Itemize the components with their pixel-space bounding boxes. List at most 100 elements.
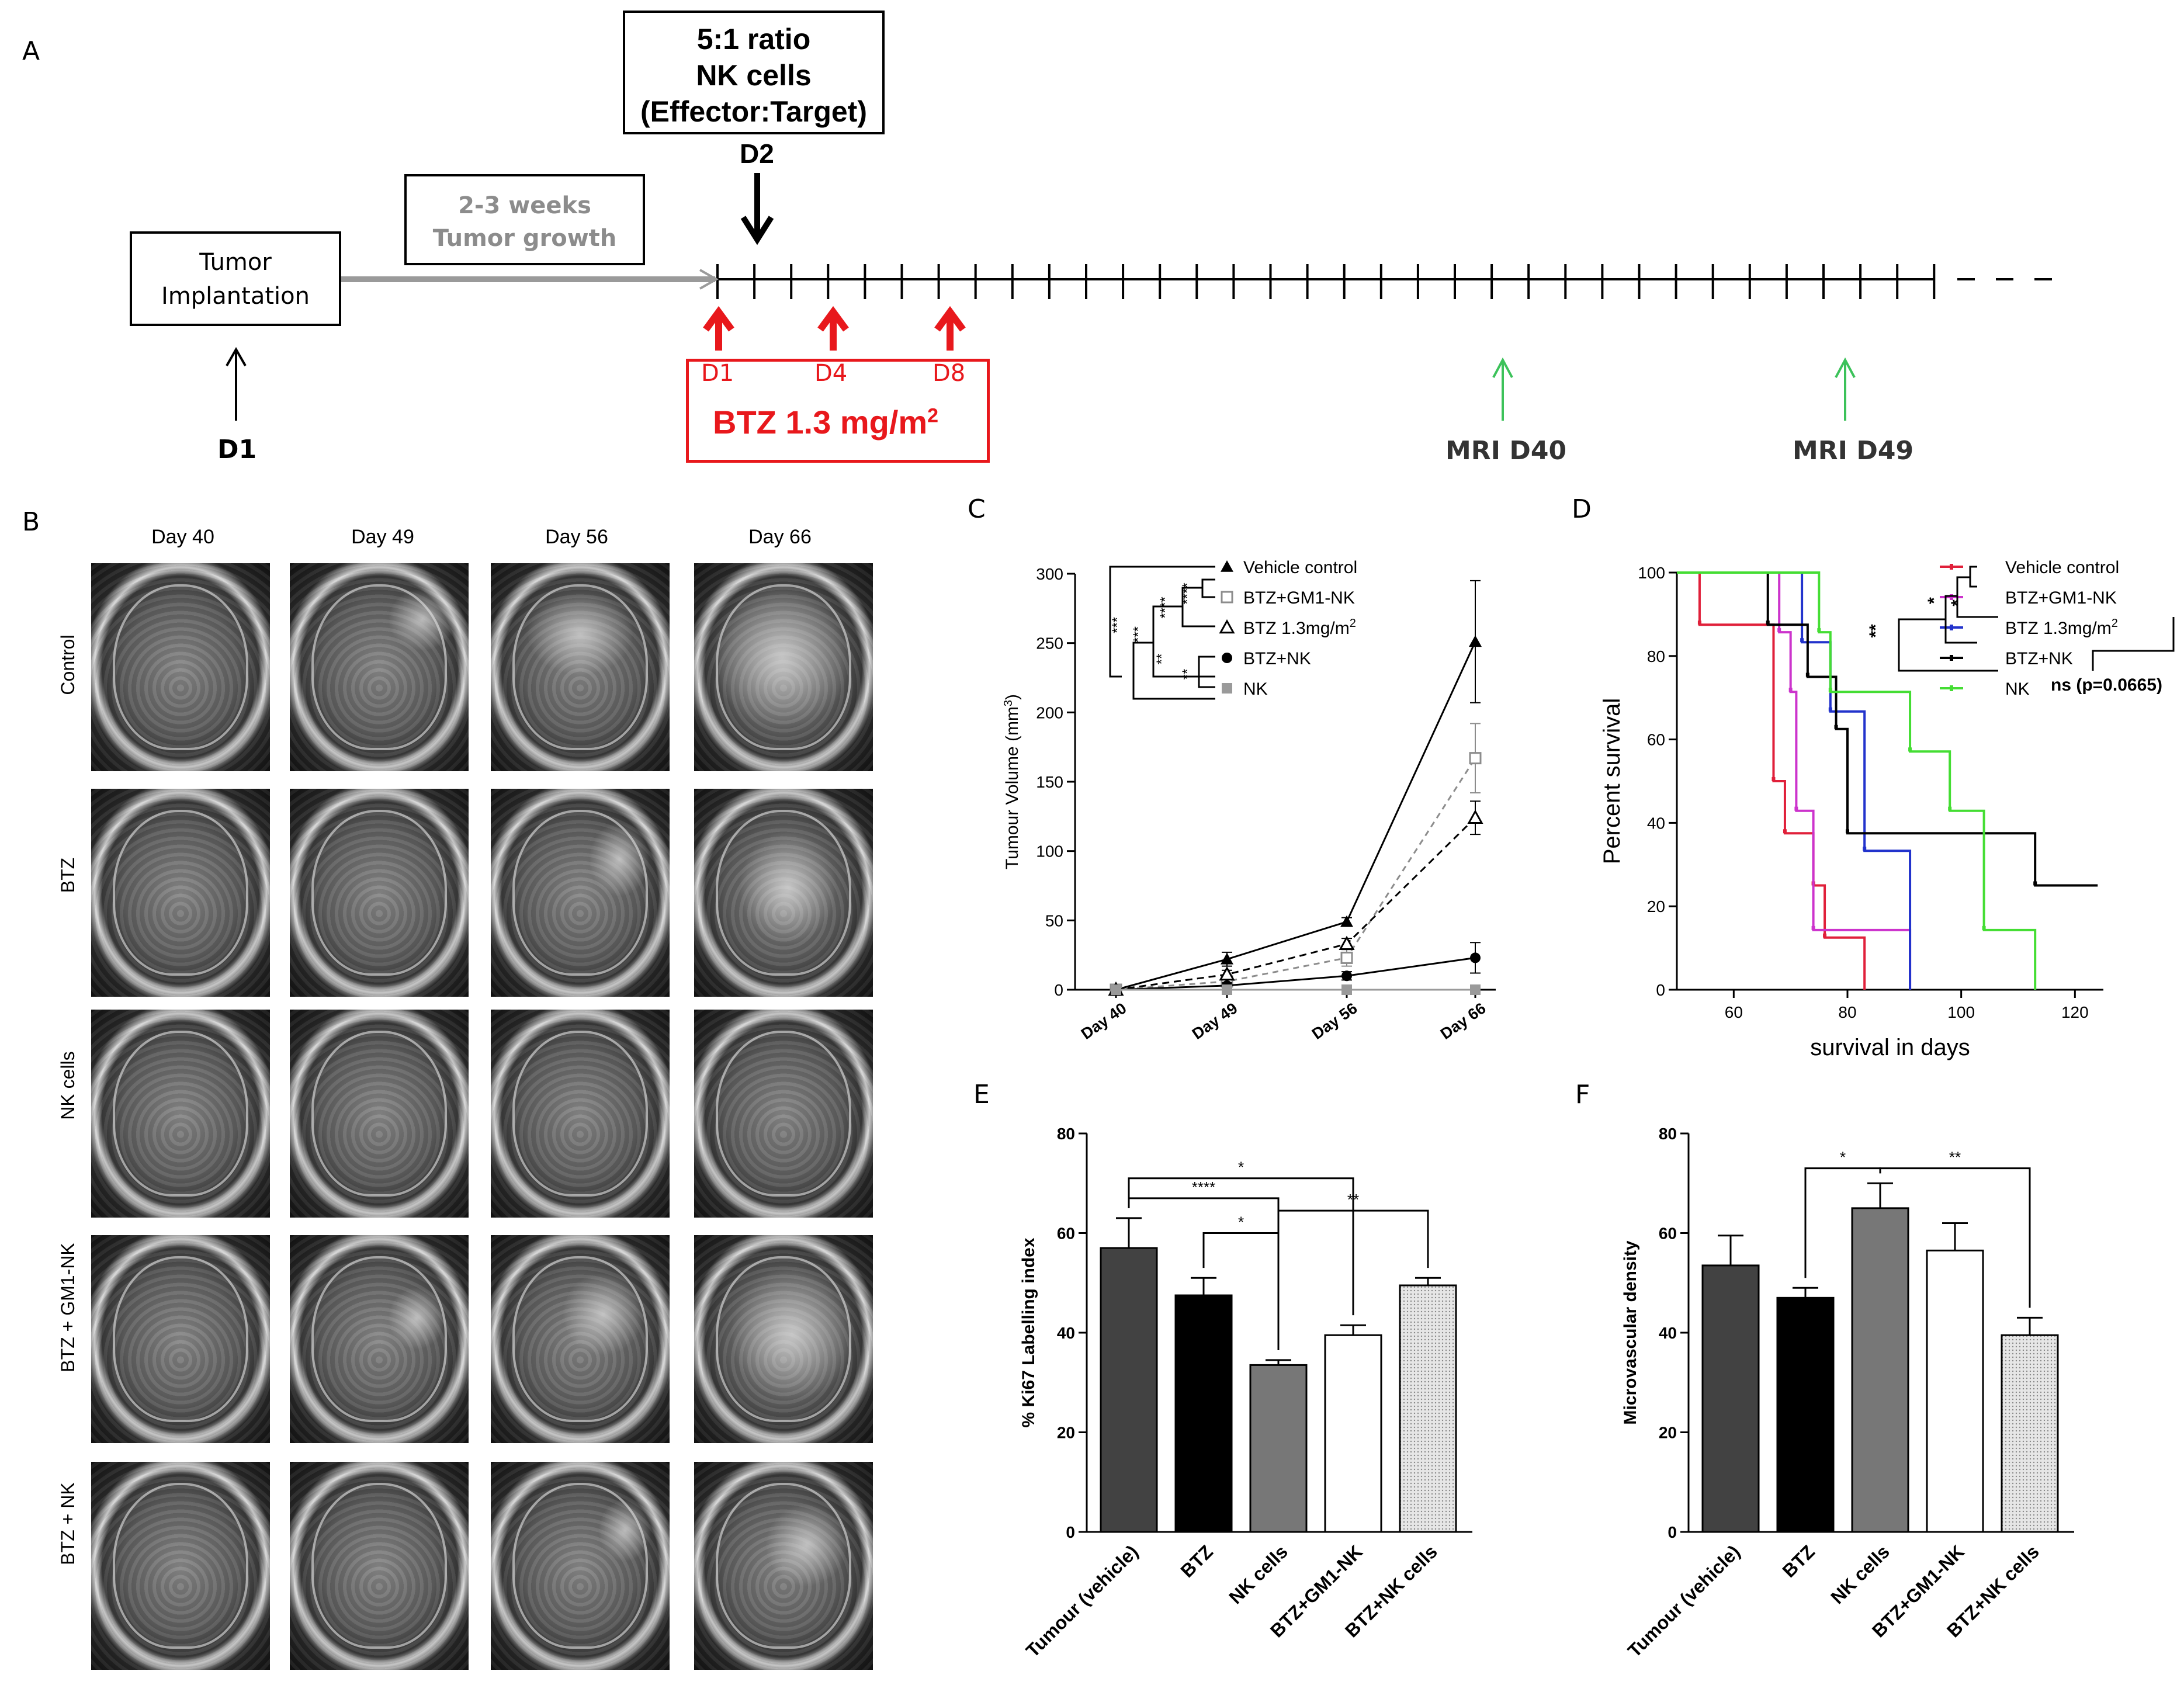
mri-row-btz-gm1-nk: BTZ + GM1-NK: [57, 1243, 78, 1372]
mri-lesion: [730, 1266, 855, 1402]
point-marker: [1222, 984, 1232, 995]
censor-tick: [1908, 747, 1912, 752]
mri-lesion: [526, 592, 634, 676]
mri-scan-image: [491, 1462, 670, 1670]
y-tick-label: 0: [1668, 1523, 1677, 1541]
btz-day-8: D8: [932, 360, 966, 387]
censor-tick: [1783, 829, 1787, 834]
microvascular-bar-chart: 0 20 40 60 80 Microvascular density Tumour (ve…: [1621, 1125, 2074, 1662]
mri-scan-texture: [491, 563, 670, 771]
censor-tick: [1817, 628, 1821, 633]
y-tick-label: 200: [1036, 703, 1063, 722]
x-tick-label: 120: [2061, 1003, 2089, 1021]
point-marker: [1339, 935, 1355, 950]
bar-btz: [1776, 1296, 1835, 1533]
mri-scan-texture: [91, 563, 270, 771]
mri-scan-image: [290, 1462, 469, 1670]
bar-tumour-vehicle-: [1100, 1247, 1158, 1533]
implant-box-line2: Implantation: [161, 283, 310, 310]
censor-tick: [1863, 847, 1867, 851]
censor-tick: [1828, 688, 1832, 692]
x-tick-label: BTZ: [1779, 1541, 1819, 1581]
mri-scan-texture: [491, 1010, 670, 1218]
legend-swatch-tick: [1950, 594, 1953, 600]
mri-scan-image: [91, 1462, 270, 1670]
survival-chart: 0 20 40 60 80 100 60 80 100 120 survival in days Pe…: [1599, 558, 2175, 1060]
mri-scan-texture: [290, 1235, 469, 1443]
mri-lesion: [765, 1503, 848, 1587]
point-marker: [1469, 635, 1482, 647]
mri-row-control: Control: [57, 634, 78, 695]
mri-scan-texture: [694, 1235, 873, 1443]
implantation-box: Tumor Implantation: [130, 231, 341, 326]
bar-btz: [1174, 1294, 1233, 1533]
y-tick-label: 50: [1045, 911, 1063, 930]
mri-scan-image: [694, 1235, 873, 1443]
x-tick-label: 100: [1947, 1003, 1975, 1021]
mri-scan-texture: [694, 563, 873, 771]
mri-scan-image: [91, 1010, 270, 1218]
legend-label: Vehicle control: [2005, 558, 2119, 577]
mri-scan-image: [290, 1010, 469, 1218]
legend-label: BTZ 1.3mg/m2: [1243, 617, 1356, 638]
panel-letter-c: C: [968, 494, 986, 524]
mri-d49-label: MRI D49: [1793, 436, 1914, 466]
series-nk: NK: [1677, 571, 2037, 990]
significance-bracket: [1132, 642, 1215, 700]
point-marker: [1467, 809, 1483, 824]
implant-box-line1: Tumor: [199, 249, 272, 276]
mri-arrows: [1492, 357, 1856, 421]
x-tick-label: 60: [1725, 1003, 1743, 1021]
significance-label: **: [1866, 624, 1885, 638]
significance-bracket: [1128, 1177, 1354, 1316]
y-tick-label: 80: [1659, 1125, 1677, 1143]
mri-scan-image: [694, 563, 873, 771]
btz-day-1: D1: [701, 360, 734, 387]
x-tick-label: Day 40: [1078, 999, 1130, 1043]
timeline-ticks: [716, 264, 1936, 299]
mri-lesion: [739, 830, 837, 945]
btz-dose-box: [686, 359, 990, 463]
bar-btz-gm1-nk: [1926, 1249, 1984, 1533]
btz-dose-sup: 2: [927, 404, 939, 427]
nk-box-line2: NK cells: [696, 59, 812, 92]
point-marker: [1221, 952, 1233, 965]
point-marker: [1111, 984, 1121, 995]
significance-label: **: [1154, 654, 1170, 665]
legend-label: BTZ 1.3mg/m2: [2005, 617, 2118, 638]
series-btz-nk: BTZ+NK: [1677, 571, 2098, 887]
y-tick-label: 40: [1647, 814, 1665, 832]
point-marker: [1222, 683, 1232, 694]
nk-day-label: D2: [740, 138, 774, 169]
mri-lesion: [589, 821, 650, 897]
significance-label: ***: [1131, 626, 1146, 643]
series-line: [1115, 757, 1476, 991]
y-axis-label-text: Tumour Volume (mm: [1003, 706, 1022, 869]
y-axis-label: Tumour Volume (mm3): [1002, 694, 1022, 869]
y-tick-label: 0: [1054, 981, 1063, 999]
btz-day-4: D4: [814, 360, 848, 387]
mri-scan-image: [290, 789, 469, 997]
mri-scan-image: [91, 789, 270, 997]
x-tick-label: 80: [1838, 1003, 1856, 1021]
point-marker: [1469, 752, 1482, 765]
bar-tumour-vehicle-: [1701, 1264, 1760, 1533]
mri-scan-image: [694, 1010, 873, 1218]
mri-scan-texture: [491, 1235, 670, 1443]
survival-curve: [1677, 571, 2037, 990]
mri-col-day49: Day 49: [351, 526, 414, 548]
significance-label: ***: [1110, 617, 1125, 633]
y-tick-label: 100: [1036, 842, 1063, 861]
point-marker: [1219, 619, 1235, 634]
mri-scan-image: [91, 1235, 270, 1443]
legend-label: NK: [1243, 679, 1268, 699]
mri-scan-image: [491, 1235, 670, 1443]
mri-scan-image: [91, 563, 270, 771]
mri-scan-texture: [694, 1462, 873, 1670]
y-tick-label: 20: [1057, 1424, 1075, 1442]
mri-row-btz-nk: BTZ + NK: [57, 1482, 78, 1565]
legend-swatch-tick: [1950, 564, 1953, 570]
significance-bracket: [1898, 618, 1998, 672]
ns-label: ns (p=0.0665): [2051, 675, 2162, 695]
censor-tick: [1846, 829, 1849, 834]
